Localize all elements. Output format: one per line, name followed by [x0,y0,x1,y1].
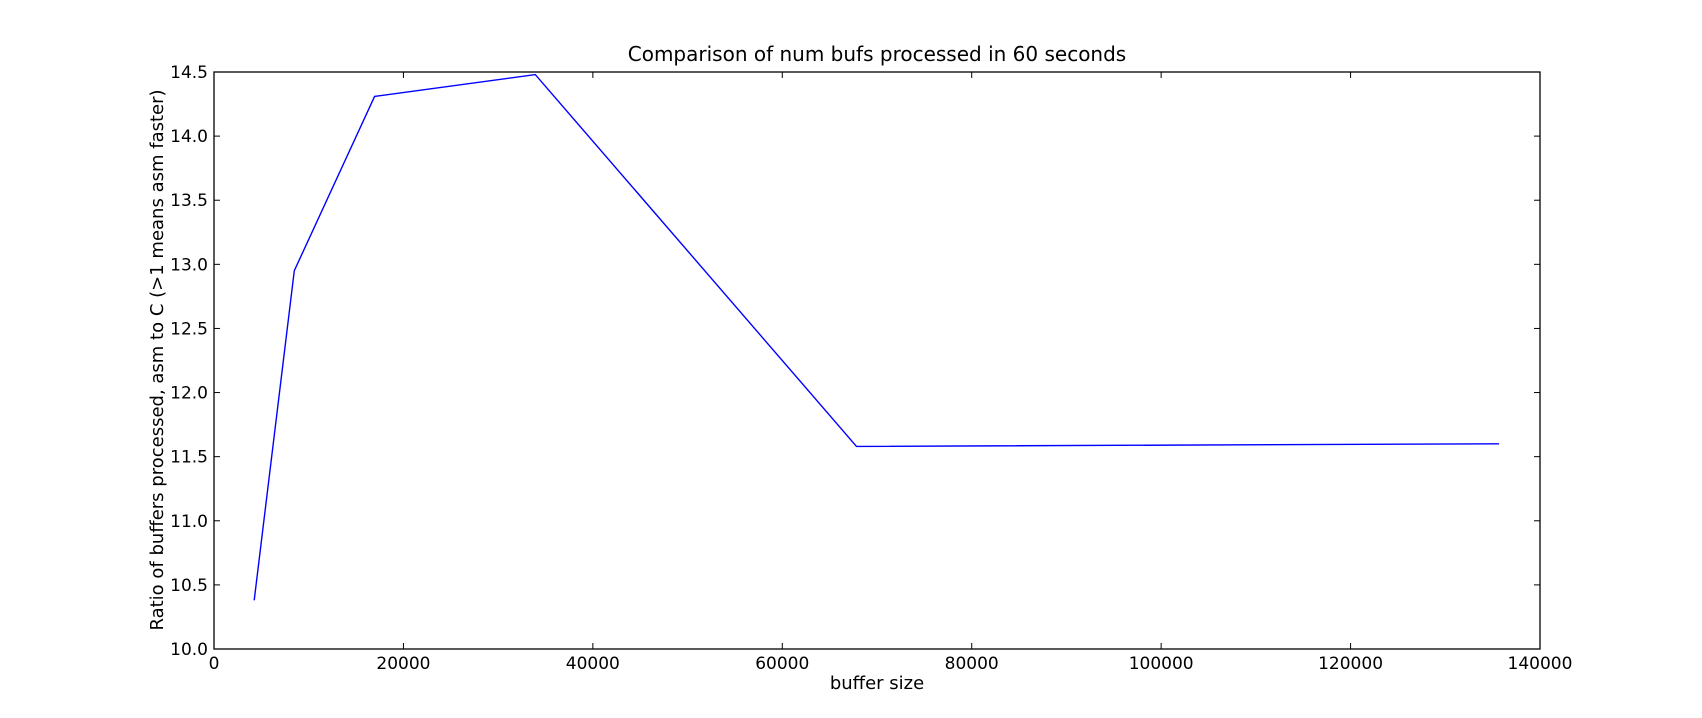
y-tick-label: 13.5 [170,191,208,211]
y-axis-label: Ratio of buffers processed, asm to C (>1… [147,89,168,630]
x-tick-label: 20000 [376,654,430,674]
x-axis-label: buffer size [830,673,924,694]
x-tick-label: 40000 [566,654,620,674]
x-tick-label: 80000 [945,654,999,674]
x-tick-label: 100000 [1129,654,1194,674]
chart-title: Comparison of num bufs processed in 60 s… [628,42,1126,66]
y-tick-label: 14.5 [170,63,208,83]
y-tick-label: 14.0 [170,127,208,147]
x-tick-label: 0 [209,654,220,674]
y-tick-label: 11.5 [170,448,208,468]
y-tick-label: 11.0 [170,512,208,532]
x-tick-label: 140000 [1508,654,1573,674]
series-layer [253,73,1500,601]
ticks-layer: 0 20000 40000 60000 80000 100000 120000 140000 1… [170,63,1572,674]
y-tick-label: 10.5 [170,576,208,596]
y-tick-label: 10.0 [170,640,208,660]
series-line [253,73,1500,601]
y-tick-label: 12.5 [170,319,208,339]
y-tick-label: 12.0 [170,384,208,404]
y-tick-label: 13.0 [170,255,208,275]
plot-area-frame [213,71,1541,650]
x-tick-label: 60000 [755,654,809,674]
x-tick-label: 120000 [1318,654,1383,674]
